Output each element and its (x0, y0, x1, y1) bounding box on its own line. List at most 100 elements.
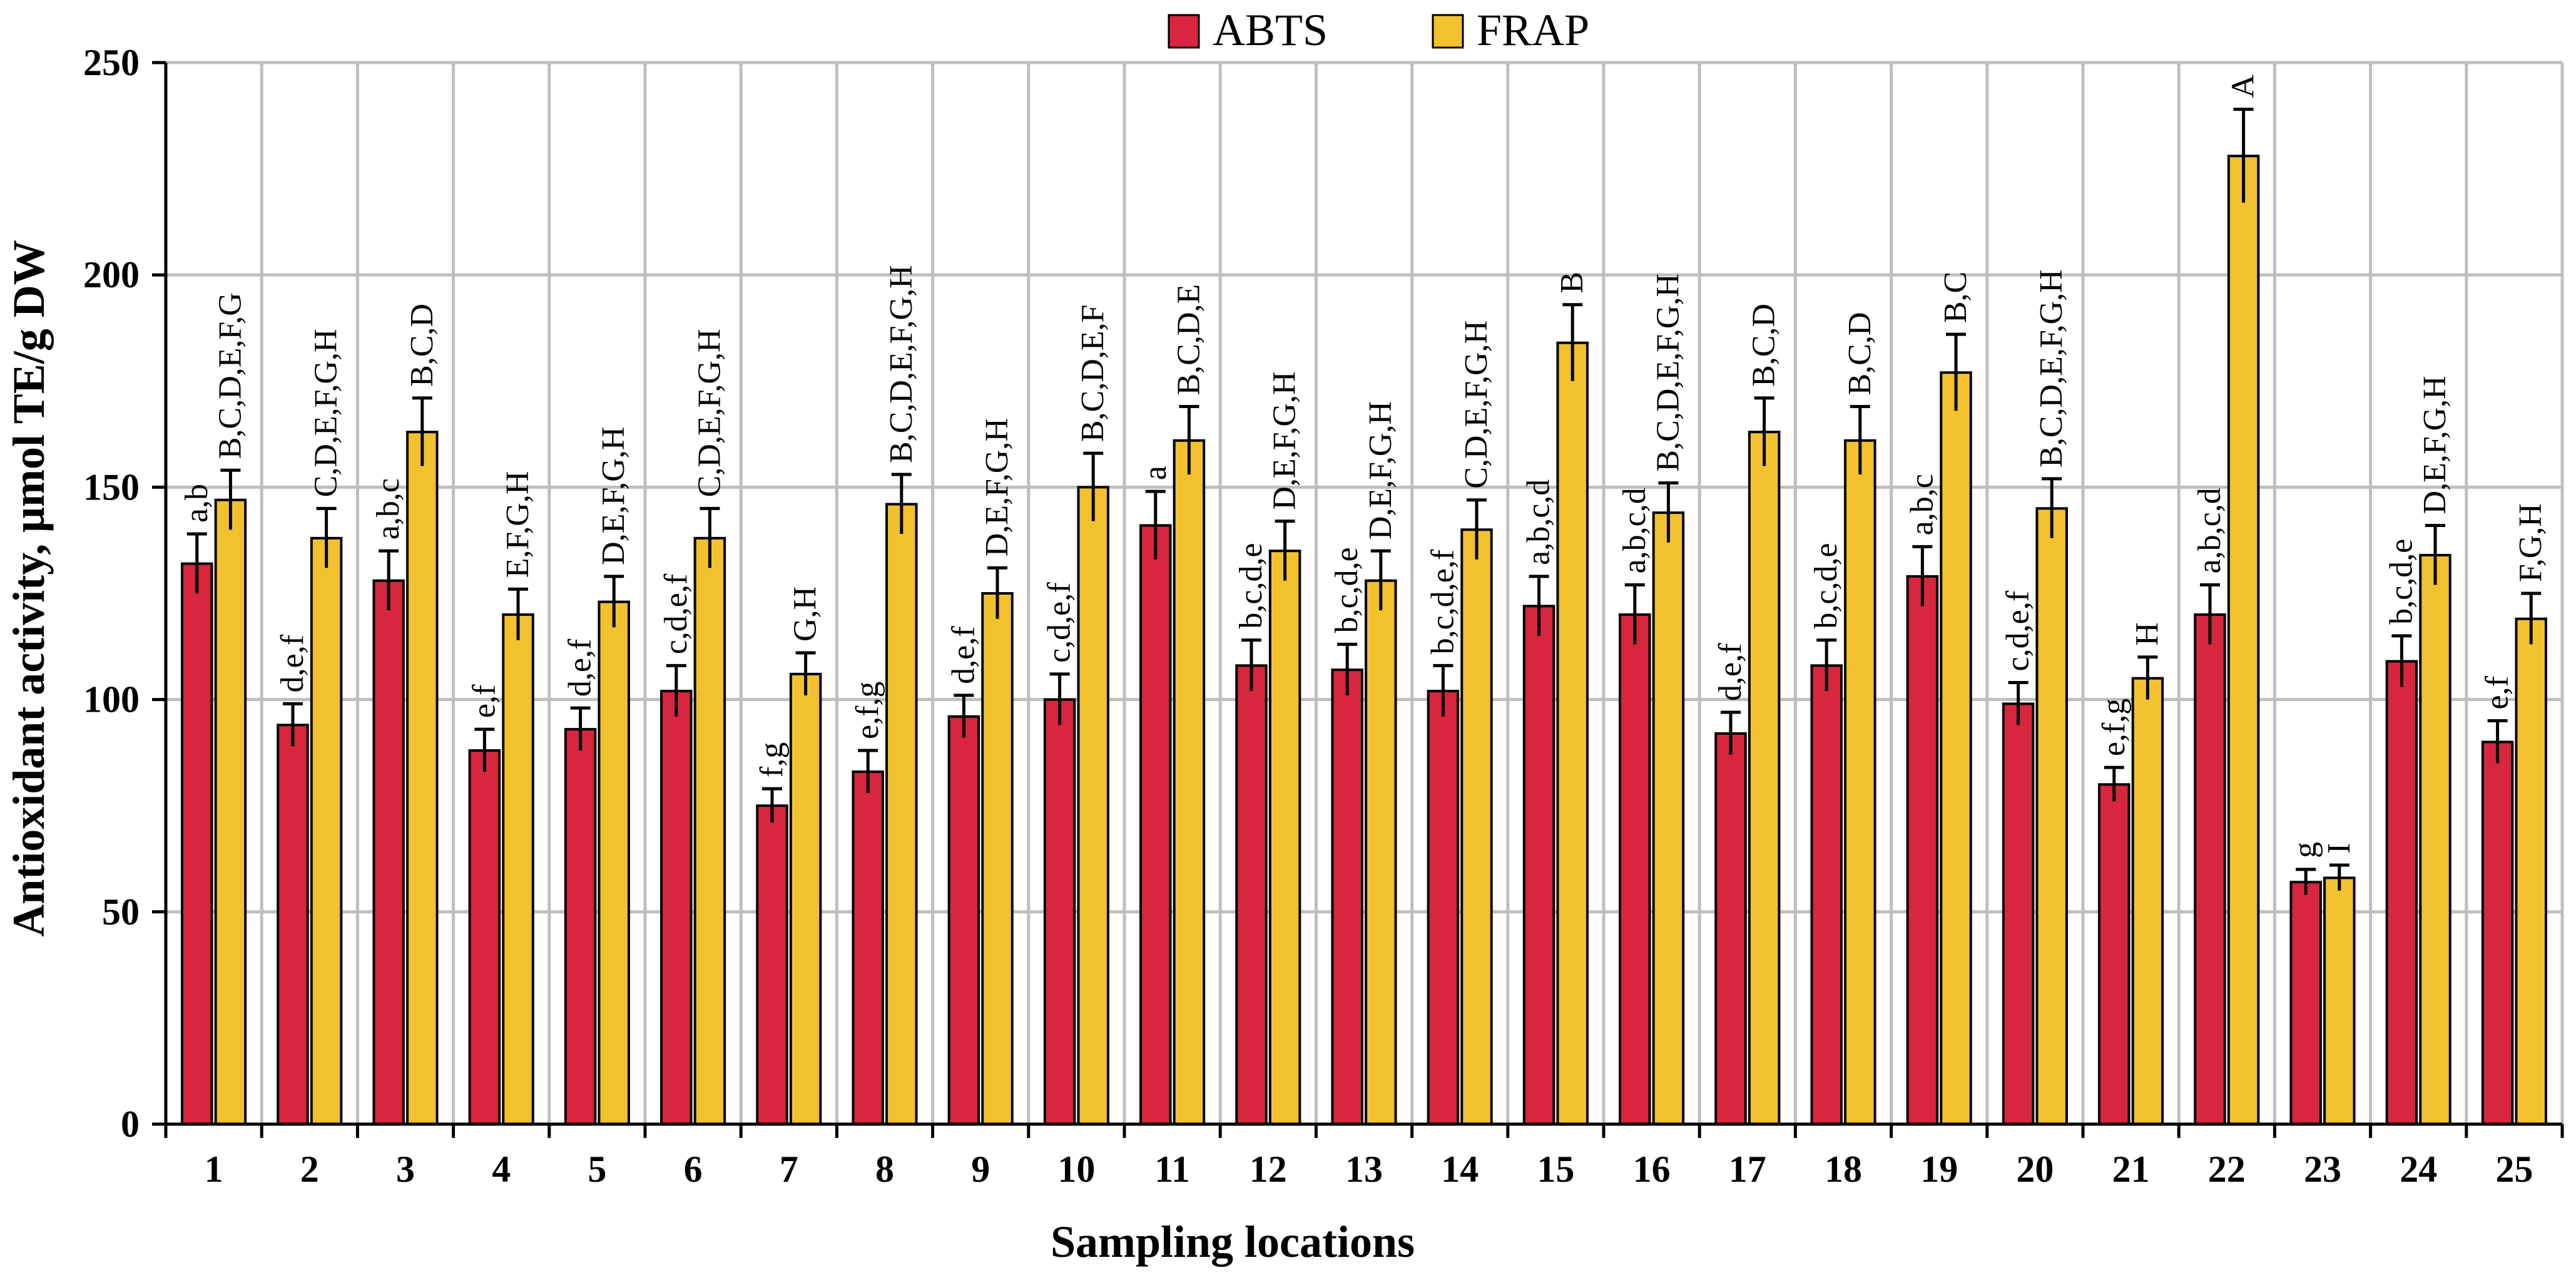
bar-frap (2035, 507, 2068, 1125)
x-tick-label: 13 (1345, 1149, 1383, 1190)
sig-label-abts: a,b,c (370, 478, 406, 540)
bar-frap (2227, 155, 2260, 1125)
bar-abts (2289, 881, 2322, 1125)
y-tick-label: 150 (83, 466, 140, 508)
sig-label-frap: B,C,D (1842, 312, 1878, 396)
sig-label-frap: G,H (788, 586, 823, 642)
x-tick-label: 10 (1057, 1149, 1095, 1190)
bar-frap (2131, 677, 2164, 1126)
sig-label-abts: a (1138, 466, 1173, 480)
legend-swatch-frap (1432, 14, 1464, 49)
bar-abts (2194, 613, 2226, 1125)
sig-label-abts: d,e,f (563, 638, 598, 697)
bar-abts (1619, 613, 1651, 1125)
bar-frap (981, 592, 1014, 1125)
sig-label-frap: B,C,D,E (1171, 284, 1206, 396)
x-tick-label: 9 (971, 1149, 990, 1190)
y-tick-label: 100 (83, 679, 140, 720)
bar-frap (1460, 528, 1493, 1125)
bar-frap (1556, 341, 1589, 1125)
bar-frap (2515, 617, 2547, 1125)
sig-label-frap: B,C,D (1746, 304, 1782, 387)
x-tick-label: 2 (300, 1149, 319, 1190)
sig-label-abts: c,d,e,f (2000, 590, 2036, 671)
bar-abts (1139, 524, 1172, 1125)
bar-abts (1714, 732, 1747, 1125)
sig-label-frap: B,C,D,E,F (1075, 305, 1111, 443)
x-tick-label: 20 (2016, 1149, 2054, 1190)
x-tick-label: 16 (1633, 1149, 1671, 1190)
sig-label-frap: D,E,F,G,H (979, 418, 1015, 556)
y-axis-title: Antioxidant activity, μmol TE/g DW (4, 240, 54, 937)
x-tick-label: 4 (492, 1149, 511, 1190)
bar-abts (1522, 605, 1555, 1125)
x-axis-title: Sampling locations (1051, 1217, 1415, 1267)
sig-label-abts: b,c,d,e (1233, 543, 1269, 628)
bar-abts (852, 770, 884, 1125)
bar-abts (1235, 664, 1268, 1125)
sig-label-frap: B,C,D,E,F,G,H (1650, 274, 1686, 472)
bar-abts (2002, 702, 2035, 1126)
y-tick-label: 0 (121, 1103, 140, 1145)
sig-label-frap: H (2129, 622, 2165, 646)
sig-label-abts: e,f,g (2096, 699, 2132, 756)
sig-label-frap: B (1554, 272, 1590, 294)
bar-abts (756, 804, 788, 1125)
bar-abts (660, 690, 693, 1125)
sig-label-abts: g (2288, 842, 2323, 858)
bar-abts (1906, 575, 1939, 1125)
grid-layer (166, 61, 2564, 1124)
sig-label-frap: D,E,F,G,H (1363, 401, 1398, 540)
x-tick-label: 19 (1920, 1149, 1958, 1190)
legend: ABTS FRAP (1168, 5, 1589, 55)
bar-frap (1652, 511, 1685, 1125)
sig-label-abts: d,e,f (945, 626, 981, 684)
bar-abts (468, 749, 501, 1126)
x-tick-label: 15 (1537, 1149, 1574, 1190)
bar-frap (214, 498, 247, 1125)
sig-label-frap: C,D,E,F,G,H (1459, 320, 1494, 489)
legend-label-abts: ABTS (1213, 5, 1328, 55)
sig-label-abts: e,f (2480, 675, 2515, 709)
sig-label-frap: D,E,F,G,H (596, 427, 631, 565)
significance-labels: a,b d,e,f a,b,c e,f d,e,f c,d,e,f f,g e,f,g d,e,… (179, 74, 2548, 858)
bar-abts (2098, 783, 2131, 1125)
legend-swatch-abts (1168, 14, 1200, 49)
bar-abts (2385, 660, 2418, 1125)
bar-abts (277, 724, 309, 1125)
sig-label-frap: C,D,E,F,G,H (691, 329, 727, 497)
y-tick-label: 250 (83, 42, 140, 83)
bar-abts (1810, 664, 1843, 1125)
x-tick-label: 24 (2400, 1149, 2437, 1190)
sig-label-abts: e,f (466, 684, 502, 718)
x-tick-label: 23 (2304, 1149, 2341, 1190)
x-tick-label: 12 (1250, 1149, 1287, 1190)
bar-abts (1331, 668, 1363, 1126)
sig-label-abts: a,b,c,d (1521, 479, 1557, 565)
sig-label-frap: A (2226, 74, 2261, 98)
sig-label-abts: a,b,c (1904, 474, 1940, 535)
bar-abts (2481, 740, 2514, 1125)
legend-label-frap: FRAP (1477, 5, 1589, 55)
sig-label-abts: b,c,d,e,f (1425, 549, 1460, 654)
x-tick-label: 5 (588, 1149, 606, 1190)
sig-label-abts: d,e,f (275, 634, 310, 692)
x-tick-label: 1 (205, 1149, 223, 1190)
sig-label-frap: E,F,G,H (500, 471, 536, 578)
sig-label-abts: a,b,c,d (2192, 488, 2227, 573)
sig-label-frap: B,C,D (404, 304, 440, 387)
bar-frap (1748, 431, 1781, 1125)
x-tick-label: 11 (1154, 1149, 1190, 1190)
bar-abts (564, 728, 597, 1125)
sig-label-frap: B,C,D,E,F,G,H (883, 265, 919, 464)
bars-layer (181, 108, 2547, 1126)
sig-label-abts: b,c,d,e (1808, 543, 1844, 628)
bar-frap (310, 536, 343, 1125)
x-tick-label: 21 (2112, 1149, 2150, 1190)
sig-label-frap: D,E,F,G,H (1267, 371, 1303, 509)
sig-label-abts: f,g (754, 742, 790, 777)
x-tick-label: 6 (684, 1149, 703, 1190)
bar-frap (598, 600, 630, 1125)
